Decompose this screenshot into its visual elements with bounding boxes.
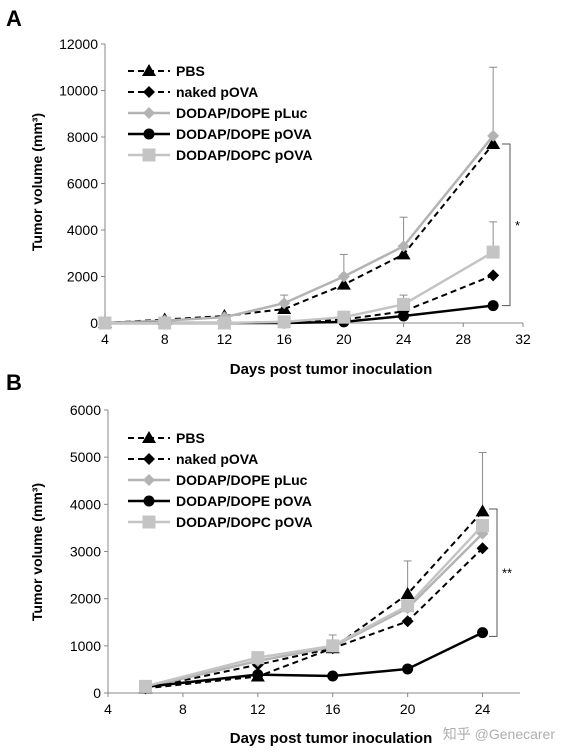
- data-point: [401, 599, 415, 613]
- x-tick-label: 12: [250, 701, 266, 717]
- legend-marker: [142, 431, 156, 443]
- data-point: [487, 129, 500, 142]
- data-point: [278, 297, 291, 310]
- data-point: [251, 651, 265, 665]
- data-point: [476, 542, 489, 555]
- data-point: [277, 315, 291, 329]
- data-point: [336, 277, 351, 290]
- x-tick-label: 24: [396, 331, 412, 347]
- data-point: [487, 269, 500, 282]
- series-line: [145, 547, 484, 690]
- panel-a-ylabel: Tumor volume (mm³): [29, 113, 45, 251]
- legend-label: DODAP/DOPE pOVA: [176, 493, 312, 509]
- x-tick-label: 16: [325, 701, 341, 717]
- x-tick-label: 32: [515, 331, 531, 347]
- legend-label: naked pOVA: [176, 84, 258, 100]
- data-point: [337, 270, 350, 283]
- legend-label: DODAP/DOPE pLuc: [176, 105, 308, 121]
- y-tick-label: 0: [93, 685, 101, 701]
- data-point: [158, 316, 172, 330]
- data-point: [397, 297, 411, 311]
- data-point: [397, 240, 410, 253]
- legend-marker: [142, 515, 156, 529]
- x-tick-label: 8: [161, 331, 169, 347]
- y-tick-label: 2000: [70, 591, 101, 607]
- x-tick-label: 12: [217, 331, 233, 347]
- x-tick-label: 28: [455, 331, 471, 347]
- legend-marker: [143, 86, 155, 98]
- legend-label: DODAP/DOPC pOVA: [176, 514, 313, 530]
- data-point: [138, 679, 152, 693]
- data-point: [486, 245, 500, 259]
- data-point: [217, 316, 231, 330]
- legend-marker: [143, 495, 155, 507]
- y-tick-label: 10000: [59, 83, 98, 99]
- panel-a-plot: 0 2000 4000 6000 8000 10000 12000 4 8 12 16 20 24 28 3…: [59, 36, 531, 347]
- legend-marker: [143, 107, 155, 119]
- panel-a-xlabel: Days post tumor inoculation: [230, 361, 433, 378]
- data-point: [401, 615, 414, 628]
- watermark: 知乎 @Genecarer: [443, 726, 556, 742]
- data-point: [402, 663, 414, 675]
- legend-marker: [143, 474, 155, 486]
- data-point: [326, 639, 340, 653]
- data-point: [400, 586, 415, 599]
- legend-label: naked pOVA: [176, 451, 258, 467]
- legend-label: DODAP/DOPE pOVA: [176, 126, 312, 142]
- x-tick-label: 4: [101, 331, 109, 347]
- data-point: [398, 310, 410, 322]
- data-point: [486, 136, 501, 149]
- y-tick-label: 2000: [67, 269, 98, 285]
- legend-label: PBS: [176, 63, 205, 79]
- y-tick-label: 0: [90, 315, 98, 331]
- legend-label: PBS: [176, 430, 205, 446]
- data-point: [475, 504, 490, 517]
- legend-marker: [142, 148, 156, 162]
- legend-marker: [143, 453, 155, 465]
- panel-a-label: A: [6, 6, 22, 31]
- data-point: [477, 627, 489, 639]
- y-tick-label: 3000: [70, 544, 101, 560]
- y-tick-label: 5000: [70, 449, 101, 465]
- y-tick-label: 4000: [70, 496, 101, 512]
- series-line: [145, 524, 484, 688]
- series-line: [104, 135, 495, 325]
- legend-label: DODAP/DOPC pOVA: [176, 147, 313, 163]
- panel-b-plot: 0 1000 2000 3000 4000 5000 6000 4 8 12 16 20 24 PBS na…: [70, 402, 520, 717]
- data-point: [337, 310, 351, 324]
- panel-b-ylabel: Tumor volume (mm³): [29, 483, 45, 621]
- panel-b-xlabel: Days post tumor inoculation: [230, 730, 433, 747]
- legend-marker: [143, 128, 155, 140]
- significance-label: *: [515, 218, 520, 233]
- significance-bracket: [502, 143, 511, 307]
- data-point: [327, 670, 339, 682]
- series-line: [145, 532, 484, 689]
- y-tick-label: 8000: [67, 129, 98, 145]
- x-tick-label: 4: [104, 701, 112, 717]
- series-line: [145, 631, 484, 689]
- data-point: [98, 316, 112, 330]
- y-tick-label: 12000: [59, 36, 98, 52]
- legend-marker: [142, 64, 156, 76]
- x-tick-label: 20: [400, 701, 416, 717]
- x-tick-label: 16: [276, 331, 292, 347]
- x-tick-label: 24: [475, 701, 491, 717]
- y-tick-label: 6000: [70, 402, 101, 418]
- series-line: [145, 510, 484, 690]
- x-tick-label: 20: [336, 331, 352, 347]
- y-tick-label: 1000: [70, 638, 101, 654]
- x-tick-label: 8: [179, 701, 187, 717]
- y-tick-label: 6000: [67, 176, 98, 192]
- significance-label: **: [502, 566, 512, 581]
- y-tick-label: 4000: [67, 222, 98, 238]
- data-point: [487, 300, 499, 312]
- significance-bracket: [489, 508, 498, 637]
- data-point: [476, 519, 490, 533]
- panel-b-label: B: [6, 370, 22, 395]
- data-point: [396, 247, 411, 260]
- legend-label: DODAP/DOPE pLuc: [176, 472, 308, 488]
- data-point: [252, 669, 264, 681]
